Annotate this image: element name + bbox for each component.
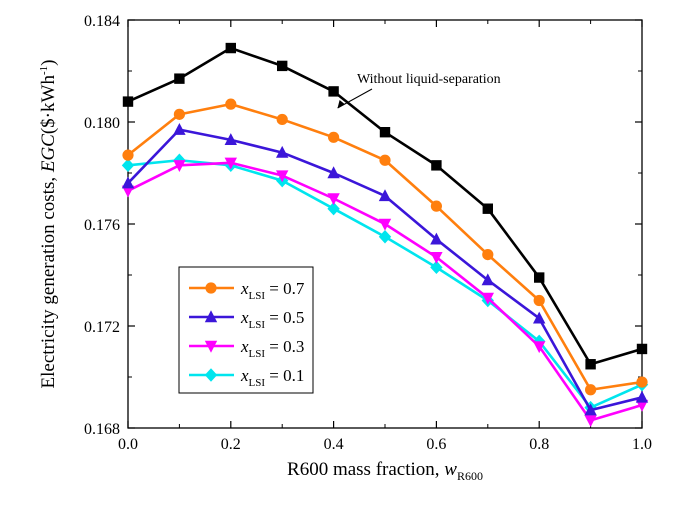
data-point <box>122 149 134 161</box>
y-tick-label: 0.172 <box>84 319 120 336</box>
data-point <box>174 73 185 84</box>
data-point <box>482 249 494 261</box>
data-point <box>173 160 186 173</box>
data-point <box>173 122 186 135</box>
data-point <box>276 113 288 126</box>
legend-label: xLSI = 0.3 <box>240 337 304 360</box>
data-point <box>534 272 545 283</box>
data-point <box>277 60 288 72</box>
data-point <box>121 185 135 198</box>
legend: xLSI = 0.7 xLSI = 0.5 xLSI = 0.3 xLSI = 0.1 <box>178 266 314 394</box>
series-group <box>122 98 648 396</box>
data-point <box>481 292 494 305</box>
y-tick-label: 0.168 <box>84 421 120 438</box>
data-point <box>584 403 597 416</box>
data-point <box>225 98 237 110</box>
x-axis-title: R600 mass fraction, wR600 <box>287 459 483 483</box>
plot-area: 0.0 0.2 0.4 0.6 0.8 1.0 0.168 0.172 0.176 0.180 0.… <box>38 13 652 483</box>
legend-marker <box>204 340 218 353</box>
data-point <box>430 232 443 245</box>
data-point <box>379 154 391 166</box>
data-point <box>430 251 443 264</box>
data-point <box>430 260 443 275</box>
data-point <box>327 193 340 206</box>
data-point <box>378 230 392 244</box>
data-point <box>121 176 135 189</box>
x-tick-label: 0.6 <box>426 436 446 453</box>
x-tick-label: 0.8 <box>529 436 549 453</box>
x-tick-label: 0.2 <box>221 436 241 453</box>
annotation-arrow <box>337 88 373 109</box>
y-tick-label: 0.180 <box>84 115 120 132</box>
legend-marker <box>204 368 218 382</box>
data-point <box>328 86 339 97</box>
data-point <box>328 131 340 143</box>
data-point <box>276 170 289 183</box>
data-point <box>121 158 135 173</box>
x-tick-label: 1.0 <box>632 436 652 453</box>
data-point <box>327 166 340 179</box>
data-point <box>430 200 442 212</box>
data-point <box>585 359 596 370</box>
data-point <box>635 390 649 403</box>
x-tick-label: 0.4 <box>324 436 344 453</box>
legend-label: xLSI = 0.7 <box>240 279 305 302</box>
annotation-arrowhead <box>337 100 345 108</box>
series-group <box>121 122 649 416</box>
data-point <box>636 376 648 388</box>
data-point <box>225 42 236 54</box>
data-point <box>584 415 597 428</box>
annotation-label: Without liquid-separation <box>357 72 501 87</box>
data-point <box>431 160 442 171</box>
y-axis-title: Electricity generation costs, EGC($·kWh-… <box>38 60 59 389</box>
data-point <box>224 157 237 170</box>
legend-marker <box>205 282 217 294</box>
data-point <box>585 384 597 396</box>
data-point <box>173 108 185 120</box>
series-group <box>122 42 648 370</box>
data-point <box>276 145 289 158</box>
series-group <box>121 157 649 428</box>
data-point <box>533 311 546 324</box>
legend-label: xLSI = 0.1 <box>240 366 304 389</box>
data-point <box>636 343 648 355</box>
data-point <box>635 399 649 412</box>
data-point <box>224 133 237 146</box>
data-point <box>379 127 391 138</box>
data-point <box>481 273 494 286</box>
y-tick-label: 0.184 <box>84 13 120 30</box>
data-point <box>122 96 134 107</box>
data-point <box>533 341 546 354</box>
data-point <box>482 203 493 214</box>
data-point <box>533 294 545 307</box>
legend-marker <box>204 310 218 323</box>
data-point <box>378 218 392 231</box>
data-point <box>378 189 392 202</box>
y-tick-label: 0.176 <box>84 217 120 234</box>
data-point <box>327 202 340 216</box>
legend-label: xLSI = 0.5 <box>240 308 304 331</box>
x-tick-label: 0.0 <box>118 436 138 453</box>
